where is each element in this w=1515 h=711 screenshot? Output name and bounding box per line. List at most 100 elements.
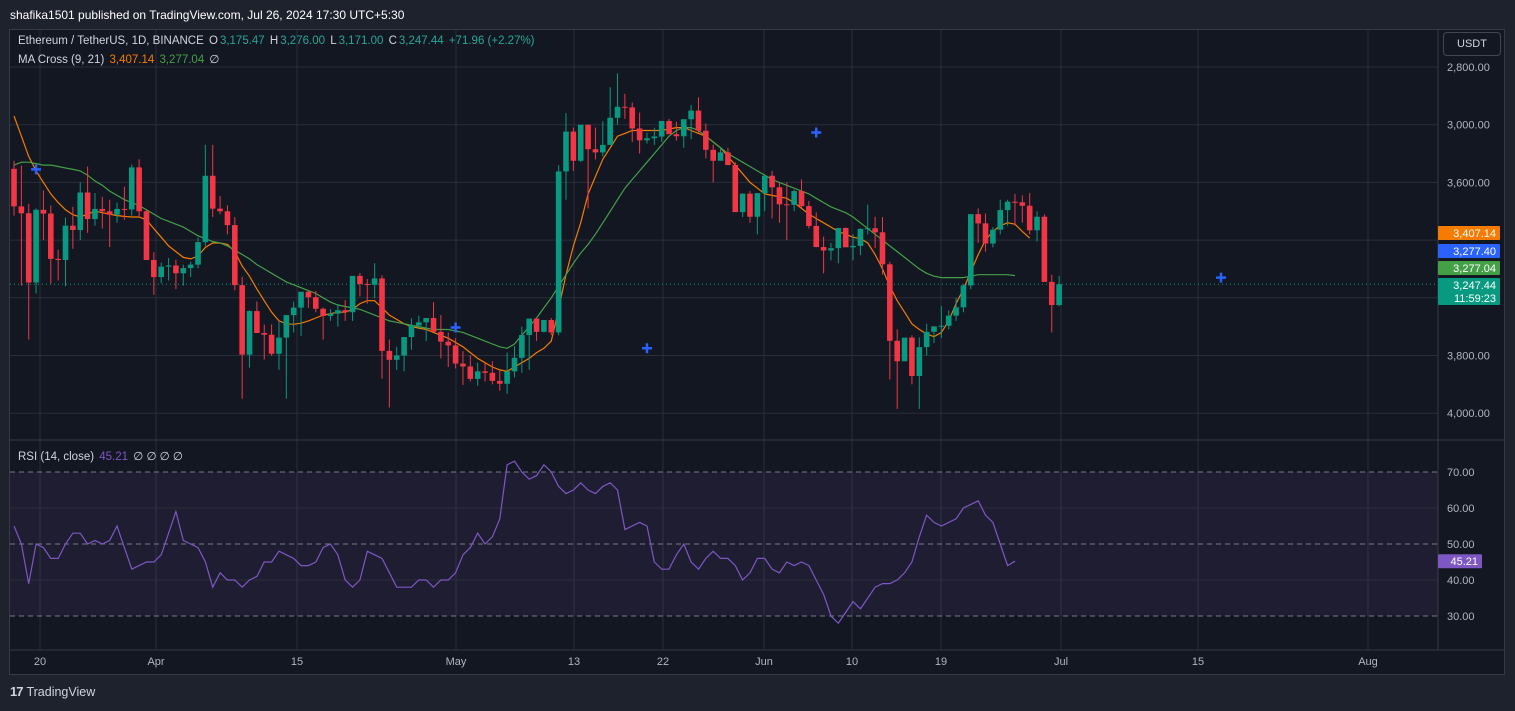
- candle-body: [224, 211, 231, 226]
- candle-body: [106, 211, 113, 215]
- candle-body: [629, 107, 636, 129]
- currency-button[interactable]: USDT: [1443, 32, 1501, 56]
- candle-body: [474, 371, 481, 379]
- candle-body: [798, 191, 805, 207]
- ma-cross-label: MA Cross (9, 21): [18, 54, 105, 66]
- candle-body: [416, 322, 422, 326]
- footer-branding[interactable]: 17 TradingView: [10, 684, 95, 699]
- candle-body: [489, 372, 496, 381]
- candle-body: [84, 192, 91, 220]
- candle-body: [519, 335, 525, 358]
- candle-body: [887, 264, 893, 341]
- candle-body: [541, 320, 547, 332]
- candle-body: [747, 193, 753, 217]
- symbol-title: Ethereum / TetherUS, 1D, BINANCE: [18, 35, 204, 47]
- candle-body: [563, 131, 569, 172]
- candle-body: [1041, 216, 1048, 282]
- price-badge-bg: [1438, 244, 1500, 258]
- candle-body: [268, 334, 275, 354]
- rsi-band-background: [10, 471, 1438, 617]
- chart-frame[interactable]: [9, 29, 1505, 675]
- candle-body: [62, 225, 69, 261]
- candle-body: [371, 278, 378, 285]
- candle-body: [92, 208, 98, 220]
- candle-body: [202, 175, 209, 243]
- candle-body: [283, 315, 290, 338]
- rsi-tick-label: 30.00: [1447, 611, 1475, 623]
- rsi-badge-bg: [1438, 554, 1482, 569]
- candle-body: [1048, 281, 1055, 306]
- candle-body: [121, 208, 128, 210]
- candle-body: [1026, 205, 1033, 231]
- rsi-line: [13, 460, 1016, 625]
- candle-body: [548, 320, 555, 333]
- candle-body: [261, 332, 268, 335]
- candle-body: [48, 213, 54, 259]
- candle-body: [438, 331, 444, 342]
- candle-body: [850, 245, 856, 248]
- candle-body: [784, 204, 790, 206]
- candle-body: [386, 350, 393, 360]
- candle-body: [990, 229, 996, 244]
- price-badge-bg: [1438, 261, 1500, 275]
- candle-body: [349, 275, 356, 313]
- candle-body: [754, 193, 761, 217]
- close-label: C: [388, 35, 397, 47]
- candle-body: [857, 228, 864, 246]
- axes: 4,000.00 3,800.00 3,600.00 3,000.00 2,800.00…: [34, 62, 1500, 668]
- candle-body: [997, 210, 1004, 230]
- candle-body: [894, 340, 900, 362]
- candle-body: [18, 206, 25, 214]
- candle-body: [960, 285, 967, 308]
- candle-body: [77, 192, 84, 231]
- cross-marker: [450, 322, 461, 333]
- rsi-badge-label: 45.21: [1450, 556, 1478, 568]
- time-tick-label: 10: [846, 656, 858, 668]
- candle-body: [33, 209, 39, 283]
- candle-body: [526, 318, 532, 336]
- candle-body: [187, 264, 194, 269]
- candle-body: [1012, 201, 1018, 203]
- candle-body: [570, 131, 577, 161]
- candle-body: [423, 317, 429, 323]
- low-value: 3,171.00: [338, 35, 384, 47]
- candle-body: [982, 223, 989, 244]
- candle-body: [622, 106, 628, 108]
- price-badge-bg: [1438, 278, 1500, 292]
- cross-marker: [811, 127, 822, 138]
- candle-body: [290, 307, 297, 316]
- time-tick-label: Jun: [755, 656, 773, 668]
- rsi-tick-label: 50.00: [1447, 539, 1475, 551]
- candle-body: [379, 278, 385, 351]
- candle-body: [312, 297, 319, 309]
- candle-body: [357, 275, 363, 284]
- candle-body: [533, 318, 540, 332]
- price-tick-label: 3,800.00: [1447, 351, 1490, 363]
- candle-body: [1004, 201, 1011, 211]
- price-badge-label: 3,277.40: [1453, 246, 1496, 258]
- brand-name: TradingView: [26, 684, 96, 699]
- candle-body: [393, 355, 400, 360]
- candle-body: [776, 187, 783, 205]
- rsi-tick-label: 40.00: [1447, 575, 1475, 587]
- candle-body: [1056, 284, 1062, 306]
- rsi-tick-label: 70.00: [1447, 467, 1475, 479]
- candle-body: [909, 337, 915, 376]
- candle-body: [114, 208, 120, 215]
- candle-body: [879, 232, 886, 265]
- candle-body: [968, 214, 974, 286]
- ma-slow-line: [13, 126, 1016, 349]
- candle-body: [195, 242, 201, 265]
- rsi-legend[interactable]: RSI (14, close) 45.21 ∅ ∅ ∅ ∅: [18, 449, 185, 463]
- candle-body: [872, 228, 878, 233]
- candle-body: [600, 144, 606, 153]
- ma-legend[interactable]: MA Cross (9, 21) 3,407.14 3,277.04 ∅: [18, 52, 221, 66]
- time-tick-label: 13: [568, 656, 580, 668]
- candle-body: [651, 136, 658, 139]
- candle-body: [158, 266, 164, 278]
- ma-slow-value: 3,277.04: [159, 54, 205, 66]
- high-label: H: [269, 35, 279, 47]
- time-tick-label: Aug: [1358, 656, 1378, 668]
- candle-body: [732, 165, 739, 213]
